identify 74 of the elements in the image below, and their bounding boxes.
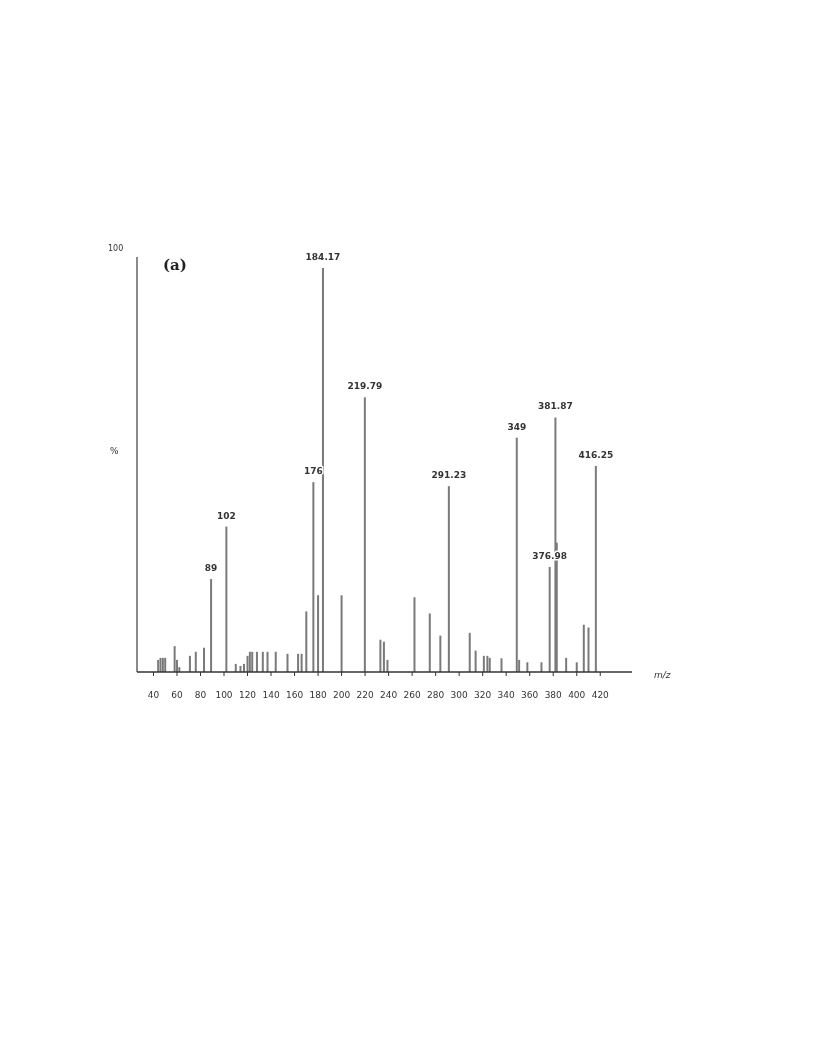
annotation: 219.79 [347,381,383,392]
bar [468,632,471,672]
bar [447,486,450,672]
bar [474,650,477,672]
x-tick-label: 240 [380,690,398,700]
bar [297,653,300,672]
x-tick-label: 80 [194,690,207,700]
bar [255,651,258,672]
bar [261,651,264,672]
bar [582,624,585,672]
x-tick-label: 380 [544,690,563,700]
annotation: 291.23 [431,470,467,481]
x-tick-label: 60 [171,690,183,700]
bar [164,657,167,672]
bar [439,635,442,672]
bar [575,662,578,672]
bar [248,651,251,672]
bar [194,651,197,672]
annotation: 102 [216,510,236,521]
bar [188,655,191,672]
bar [340,595,343,672]
x-tick-label: 320 [474,690,492,700]
x-tick-label: 360 [521,690,539,700]
bar [587,627,590,672]
bar [363,397,366,672]
bar [515,437,518,672]
bar [482,655,485,672]
bar [540,662,543,672]
bar [246,655,249,672]
x-tick-label: 260 [403,690,421,700]
x-tick-label: 180 [309,690,327,700]
annotation: 184.17 [305,252,341,262]
bar [300,653,303,672]
bar [413,597,416,672]
bar [548,566,551,672]
bar [526,662,529,672]
x-tick-label: 280 [427,690,445,700]
x-tick-label: 220 [356,690,374,700]
bar [312,482,315,672]
bar [266,651,269,672]
bar [210,579,213,672]
bar [203,647,206,672]
x-tick-label: 100 [215,690,233,700]
x-tick-label: 160 [285,690,304,700]
text: 100 [108,244,124,253]
bar [305,611,308,672]
bar [500,658,503,672]
x-tick-label: 420 [591,690,610,700]
annotation: 381.87 [538,401,573,412]
x-tick-label: 120 [238,690,257,700]
bar [382,641,385,672]
x-tick-label: 140 [262,690,280,700]
chart-title: (a) [163,256,187,274]
annotation: 349 [507,421,527,432]
y-axis-title: % [110,446,119,456]
bar [379,639,382,672]
bar [286,653,289,672]
x-axis-title: m/z [654,670,671,680]
bar [594,465,597,672]
x-tick-label: 400 [568,690,586,700]
x-tick-label: 300 [450,690,469,700]
bar [274,651,277,672]
x-tick-label: 340 [497,690,516,700]
bar [321,268,324,672]
x-tick-label: 200 [332,690,351,700]
annotation: 89 [204,563,218,574]
annotation: 416.25 [578,449,614,460]
bar [251,651,254,672]
bar [428,613,431,672]
bar [317,595,320,672]
bar [225,526,228,672]
bar [173,646,176,672]
bar [565,657,568,672]
x-tick-label: 40 [147,690,160,700]
